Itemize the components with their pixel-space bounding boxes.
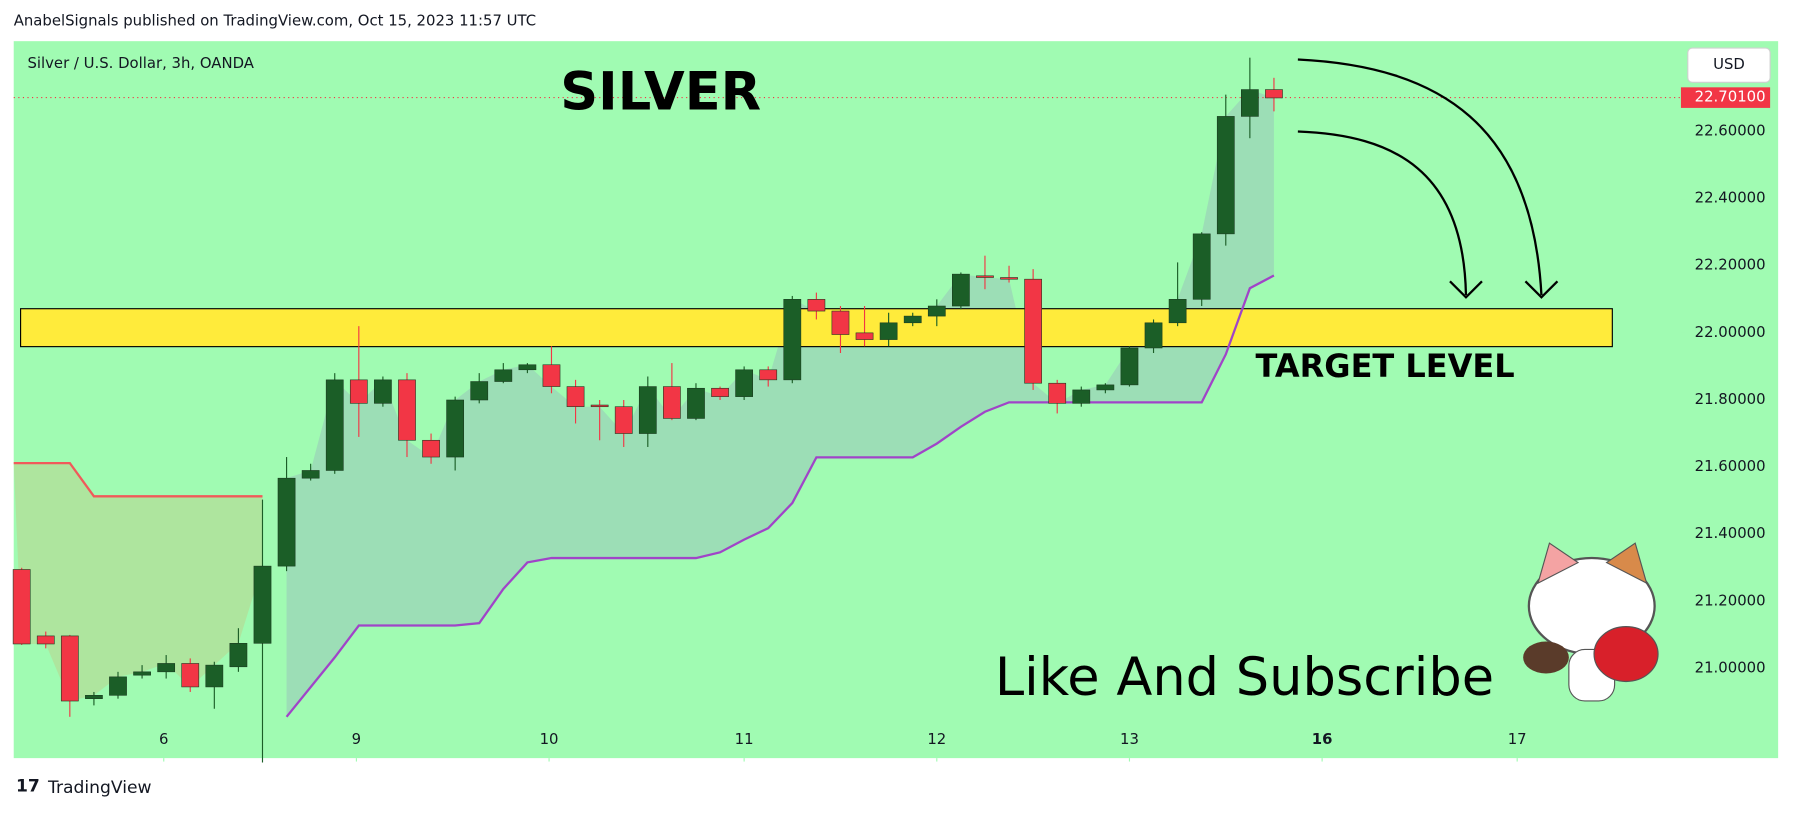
candle-body — [374, 379, 392, 404]
cta-annotation: Like And Subscribe — [995, 647, 1494, 708]
indicator-area — [286, 89, 1274, 717]
indicator-line — [13, 461, 263, 498]
brand-name: TradingView — [47, 778, 152, 798]
x-tick-label: 16 — [1312, 730, 1333, 748]
chart-background — [13, 41, 1779, 759]
y-tick-label: 21.20000 — [1695, 591, 1766, 609]
last-price-tag — [1680, 87, 1771, 108]
cat-ear — [1605, 542, 1648, 585]
candle-body — [109, 676, 127, 696]
y-tick-label: 21.00000 — [1695, 658, 1766, 676]
candle-body — [325, 379, 344, 471]
x-tick-label: 9 — [352, 730, 361, 748]
candle-body — [1168, 299, 1187, 324]
candle-body — [277, 477, 296, 567]
x-tick-label: 11 — [735, 730, 754, 748]
x-tick-label: 17 — [1508, 730, 1527, 748]
x-tick-label: 12 — [927, 730, 946, 748]
candle-body — [952, 273, 970, 307]
candle-body — [1120, 347, 1139, 386]
candle-body — [807, 299, 826, 312]
candle-body — [85, 695, 103, 699]
candle-body — [903, 315, 922, 324]
currency-button[interactable] — [1687, 47, 1771, 83]
x-tick-label: 13 — [1120, 730, 1139, 748]
candle-body — [1144, 322, 1163, 349]
candle-body — [855, 332, 874, 340]
candle-body — [518, 364, 537, 371]
candle-body — [927, 305, 946, 317]
publish-header: AnabelSignals published on TradingView.c… — [14, 12, 536, 30]
candle-body — [542, 364, 561, 387]
cat-cup — [1593, 626, 1659, 683]
candle-body — [494, 369, 513, 382]
candle-body — [446, 399, 465, 458]
candle-body — [783, 299, 802, 381]
x-tick-label: 10 — [540, 730, 559, 748]
candle-body — [759, 369, 778, 381]
arrows — [1297, 58, 1559, 299]
candle-body — [614, 406, 633, 434]
symbol-legend: Silver / U.S. Dollar, 3h, OANDA — [27, 54, 254, 72]
candle-body — [638, 386, 657, 434]
candle-body — [253, 565, 272, 644]
cat-pot — [1523, 641, 1569, 674]
y-tick-label: 21.40000 — [1695, 524, 1766, 542]
y-tick-label: 22.60000 — [1695, 122, 1766, 140]
brand-logo: 𝟭𝟳 — [16, 777, 40, 797]
candle-body — [976, 275, 994, 278]
candle-body — [566, 386, 585, 407]
candle-body — [36, 635, 55, 645]
arrow-head — [1449, 280, 1483, 299]
candle-body — [879, 322, 898, 340]
currency-label: USD — [1713, 55, 1745, 73]
candle-body — [1241, 89, 1259, 117]
candle-body — [831, 310, 850, 335]
candle-body — [1000, 277, 1018, 280]
candle-body — [181, 663, 200, 688]
candle-body — [422, 439, 440, 458]
candle-body — [1192, 233, 1211, 300]
candle-body — [349, 379, 368, 404]
arrow-curve — [1297, 58, 1543, 296]
candle-body — [1096, 384, 1115, 391]
arrow-head — [1524, 280, 1559, 299]
candle-body — [590, 404, 609, 408]
cat-sticker — [1523, 542, 1659, 702]
y-tick-label: 22.40000 — [1695, 189, 1766, 207]
target-annotation: TARGET LEVEL — [1256, 347, 1515, 385]
last-price-label: 22.70100 — [1695, 88, 1766, 106]
candle-body — [301, 470, 320, 479]
candle-body — [735, 369, 753, 397]
candle-body — [470, 381, 489, 401]
candle-body — [1265, 89, 1283, 99]
arrow-curve — [1297, 130, 1468, 296]
candle-body — [60, 635, 79, 702]
x-tick-label: 6 — [159, 730, 168, 748]
candle-body — [12, 569, 31, 645]
candle-body — [1024, 278, 1042, 384]
y-tick-label: 21.60000 — [1695, 457, 1766, 475]
candle-body — [157, 663, 176, 673]
candle-body — [1072, 389, 1091, 404]
y-tick-label: 22.20000 — [1695, 256, 1766, 274]
plot: 21.00000 21.20000 21.40000 21.60000 21.80000… — [12, 57, 1771, 763]
y-tick-label: 22.00000 — [1695, 323, 1766, 341]
cat-ear — [1537, 542, 1580, 585]
candle-body — [1048, 382, 1067, 404]
candle-body — [1216, 116, 1235, 235]
candle-body — [711, 387, 729, 397]
title-annotation: SILVER — [560, 62, 761, 123]
candle-body — [687, 387, 705, 419]
y-tick-label: 21.80000 — [1695, 390, 1766, 408]
candle-body — [205, 664, 224, 688]
candle-body — [229, 643, 248, 668]
candle-body — [663, 386, 681, 419]
candle-body — [398, 379, 416, 441]
candle-body — [133, 671, 151, 676]
